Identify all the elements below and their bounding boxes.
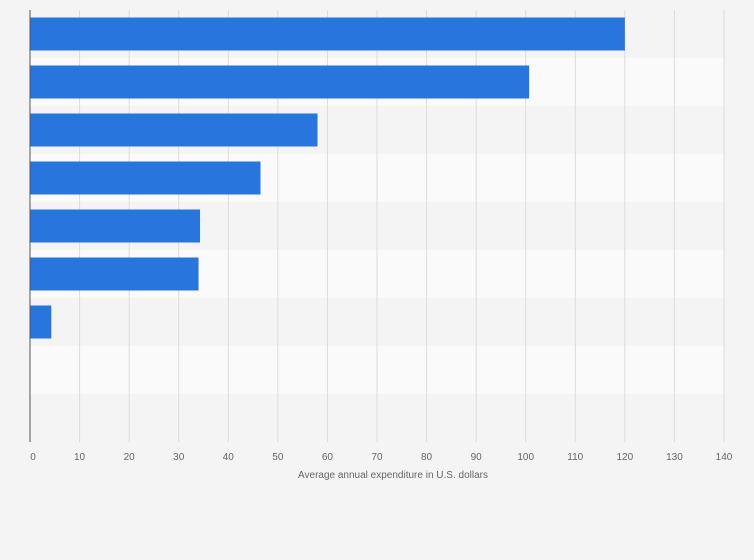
bar: [30, 113, 318, 147]
x-tick-label: 30: [173, 452, 185, 463]
x-tick-label: 0: [30, 452, 36, 463]
bar: [30, 161, 261, 195]
x-tick-label: 90: [471, 452, 483, 463]
x-tick-label: 60: [322, 452, 334, 463]
x-tick-label: 50: [272, 452, 284, 463]
x-tick-label: 20: [124, 452, 136, 463]
x-tick-label: 110: [567, 452, 583, 463]
bar: [30, 65, 530, 99]
x-tick-label: 40: [223, 452, 235, 463]
bar: [30, 257, 199, 291]
x-tick-label: 80: [421, 452, 433, 463]
bar: [30, 305, 52, 339]
x-tick-label: 120: [617, 452, 634, 463]
bar: [30, 17, 625, 51]
bar: [30, 209, 201, 243]
x-tick-label: 70: [371, 452, 383, 463]
x-tick-label: 130: [666, 452, 683, 463]
bars: [30, 17, 625, 339]
x-tick-labels: 0 10 20 30 40 50 60 70 80 90 100 110 120 130 140: [30, 452, 733, 463]
x-tick-label: 100: [517, 452, 534, 463]
x-tick-label: 140: [716, 452, 733, 463]
x-axis-title: Average annual expenditure in U.S. dolla…: [298, 470, 488, 481]
x-tick-label: 10: [74, 452, 86, 463]
